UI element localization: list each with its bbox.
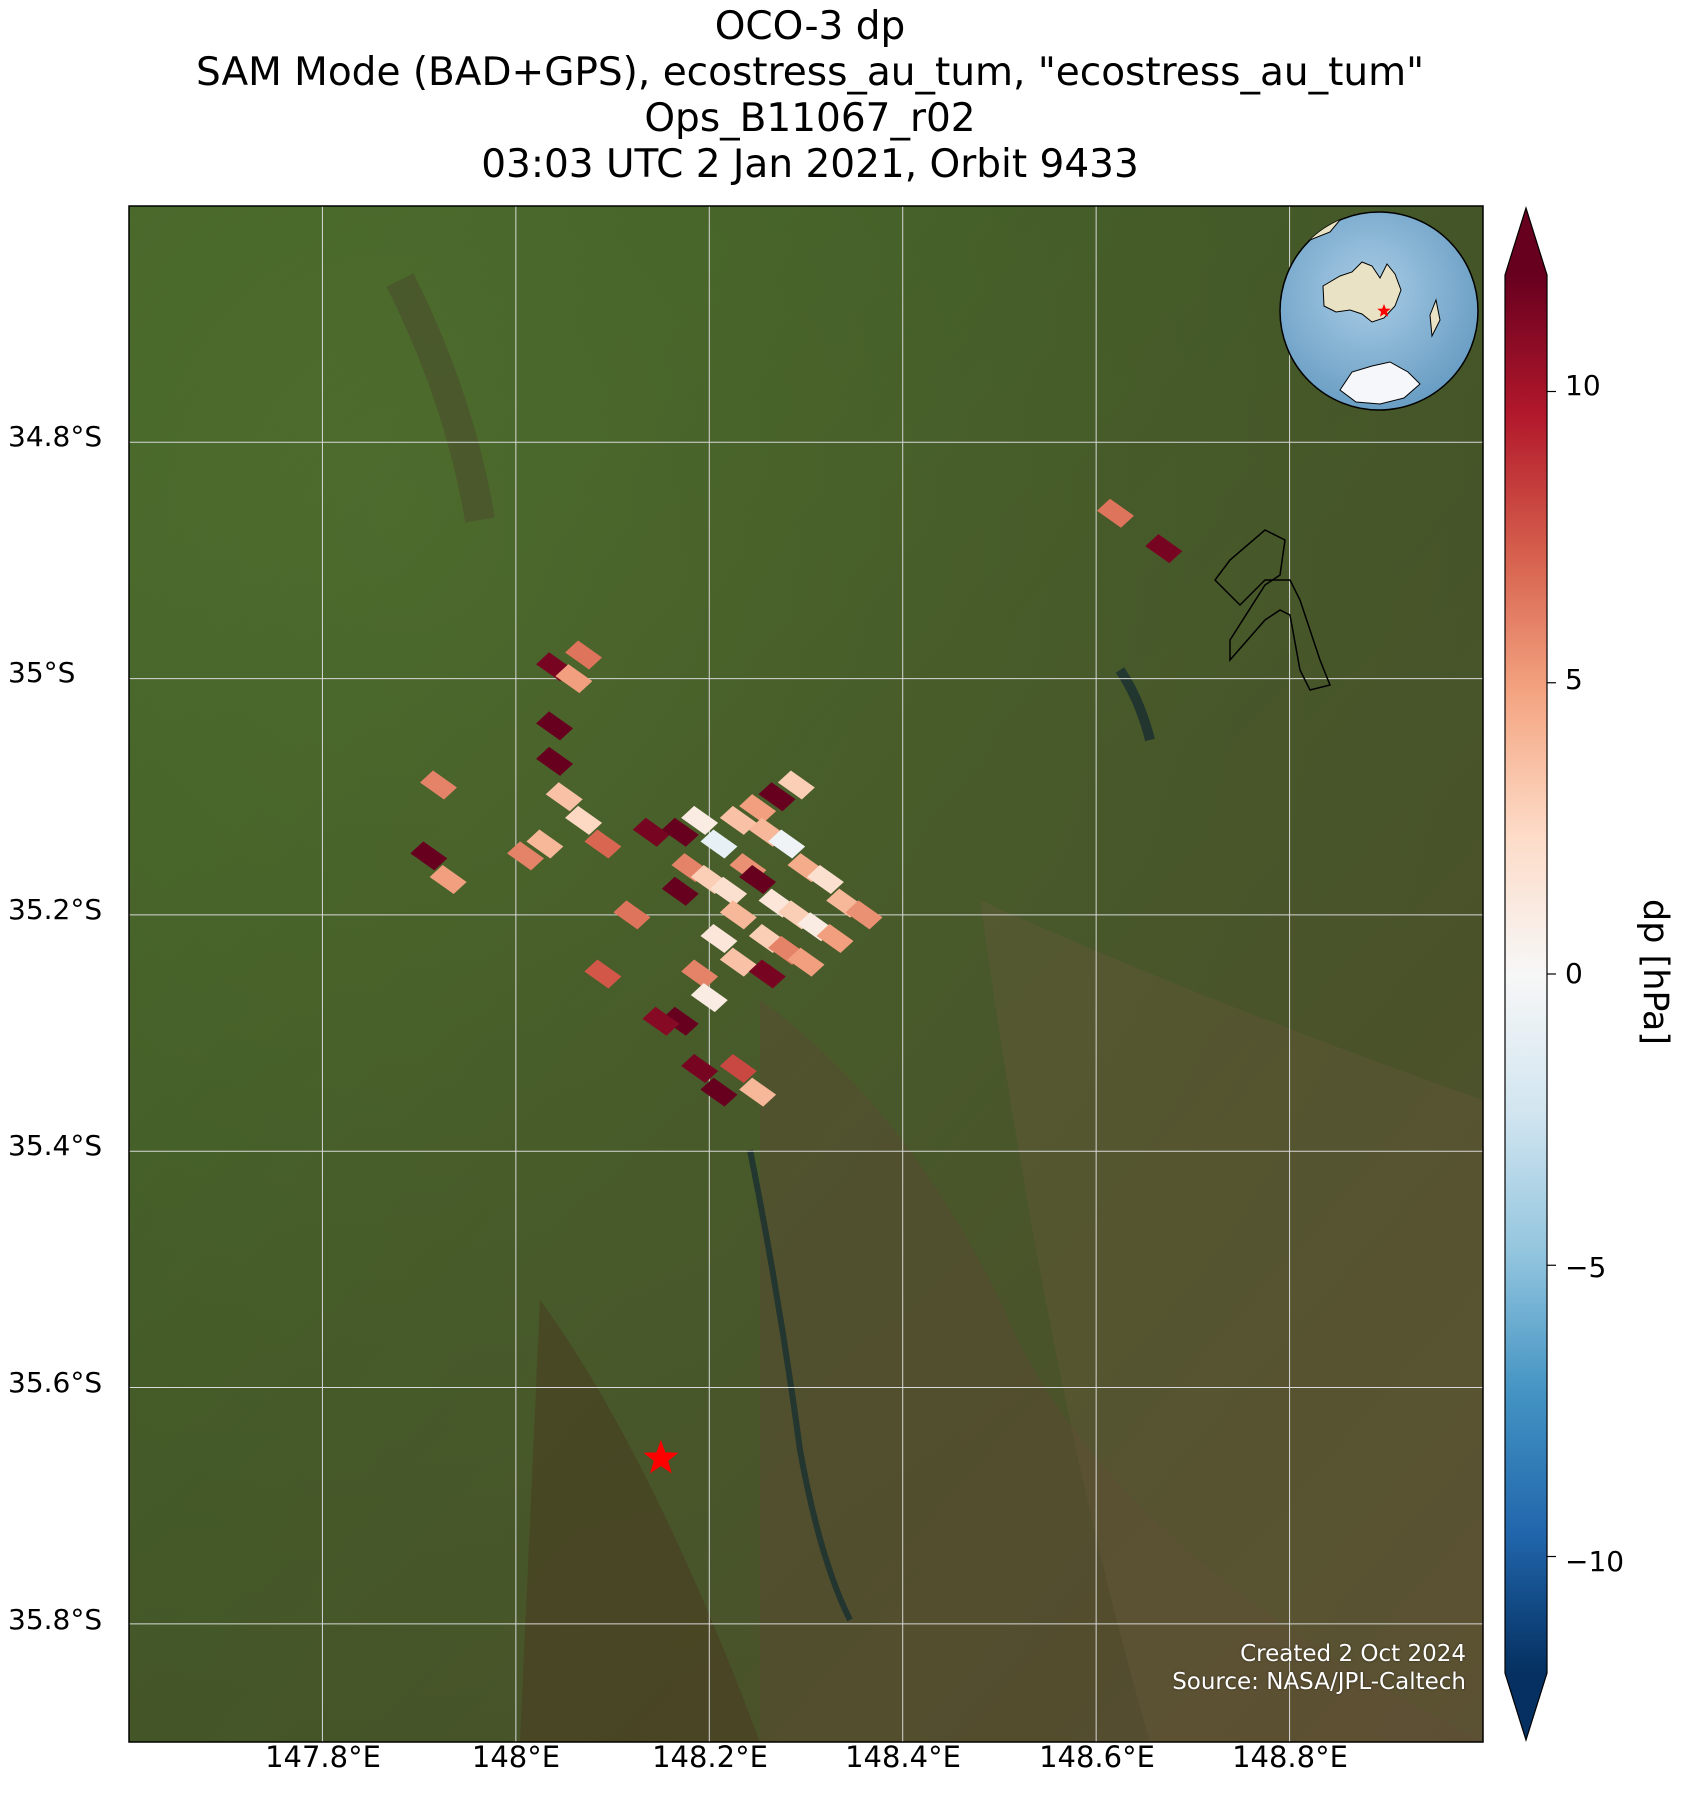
sounding-footprint: [681, 959, 719, 989]
sounding-footprint: [719, 805, 757, 835]
lat-tick-label: 35°S: [8, 656, 76, 689]
sounding-footprint: [661, 817, 699, 847]
lat-tick-label: 35.2°S: [8, 893, 103, 926]
sounding-footprint: [526, 829, 564, 859]
sounding-footprint: [719, 900, 757, 930]
map-gridlines: [129, 206, 1483, 1742]
sounding-footprint: [429, 864, 467, 894]
lon-tick-label: 148.6°E: [1039, 1740, 1155, 1774]
sounding-footprints: [410, 498, 1183, 1107]
sounding-footprint: [719, 947, 757, 977]
sounding-footprint: [584, 959, 622, 989]
title-line-4: 03:03 UTC 2 Jan 2021, Orbit 9433: [481, 142, 1139, 187]
sounding-footprint: [710, 876, 748, 906]
sounding-footprint: [681, 805, 719, 835]
sounding-footprint: [536, 711, 574, 741]
sounding-footprint: [661, 876, 699, 906]
lat-tick-label: 35.8°S: [8, 1603, 103, 1636]
sounding-footprint: [661, 1006, 699, 1036]
colorbar-tick-label: 0: [1565, 957, 1583, 990]
sounding-footprint: [739, 794, 777, 824]
sounding-footprint: [565, 640, 603, 670]
map-title: OCO-3 dp SAM Mode (BAD+GPS), ecostress_a…: [0, 4, 1620, 188]
sounding-footprint: [806, 864, 844, 894]
colorbar-tick-label: 10: [1565, 369, 1601, 402]
sounding-footprint: [507, 841, 545, 871]
sounding-footprint: [700, 829, 738, 859]
source-credit: Source: NASA/JPL-Caltech: [1172, 1669, 1466, 1695]
lon-tick-label: 147.8°E: [265, 1740, 381, 1774]
sounding-footprint: [739, 1077, 777, 1107]
sounding-footprint: [536, 746, 574, 776]
title-line-1: OCO-3 dp: [714, 4, 906, 49]
sounding-footprint: [613, 900, 651, 930]
colorbar-label: dp [hPa]: [1635, 898, 1675, 1046]
sounding-footprint: [700, 924, 738, 954]
sounding-footprint: [777, 770, 815, 800]
sounding-footprint: [410, 841, 448, 871]
sounding-footprint: [690, 983, 728, 1013]
title-line-2: SAM Mode (BAD+GPS), ecostress_au_tum, "e…: [195, 50, 1425, 95]
sounding-footprint: [632, 817, 670, 847]
lon-tick-label: 148.2°E: [652, 1740, 768, 1774]
globe-inset: [1279, 211, 1479, 411]
colorbar: [1504, 205, 1556, 1743]
lat-tick-label: 35.4°S: [8, 1129, 103, 1162]
red-star-icon: [1377, 304, 1391, 317]
map-frame: [128, 205, 1484, 1743]
sounding-footprint: [1096, 498, 1134, 528]
sounding-footprint: [419, 770, 457, 800]
title-line-3: Ops_B11067_r02: [644, 96, 976, 141]
sounding-footprint: [555, 664, 593, 694]
sounding-footprint: [565, 805, 603, 835]
sounding-footprint: [768, 829, 806, 859]
credits-block: Created 2 Oct 2024 Source: NASA/JPL-Calt…: [1172, 1640, 1466, 1696]
sounding-footprint: [584, 829, 622, 859]
lat-tick-label: 35.6°S: [8, 1366, 103, 1399]
sounding-footprint: [739, 864, 777, 894]
sounding-footprint: [700, 1077, 738, 1107]
sounding-footprint: [758, 782, 796, 812]
colorbar-tick-label: −5: [1565, 1251, 1607, 1284]
colorbar-tick-label: 5: [1565, 663, 1583, 696]
satellite-basemap: [129, 206, 1483, 1742]
australia-landmass: [1322, 261, 1402, 323]
sounding-footprint: [681, 1054, 719, 1084]
sounding-footprint: [816, 924, 854, 954]
sounding-footprint: [1145, 534, 1183, 564]
red-star-icon: [643, 1439, 679, 1474]
sounding-footprint: [845, 900, 883, 930]
sounding-footprint: [545, 782, 583, 812]
lat-tick-label: 34.8°S: [8, 420, 103, 453]
lon-tick-label: 148.4°E: [845, 1740, 961, 1774]
sounding-footprint: [748, 959, 786, 989]
lon-tick-label: 148°E: [471, 1740, 561, 1774]
lake-boundary-outline: [1214, 529, 1332, 691]
sounding-footprint: [642, 1006, 680, 1036]
sounding-footprint: [719, 1054, 757, 1084]
colorbar-tick-label: −10: [1565, 1545, 1625, 1578]
lon-tick-label: 148.8°E: [1232, 1740, 1348, 1774]
sounding-footprint: [787, 947, 825, 977]
created-date: Created 2 Oct 2024: [1240, 1641, 1466, 1667]
antarctica-landmass: [1339, 361, 1421, 405]
